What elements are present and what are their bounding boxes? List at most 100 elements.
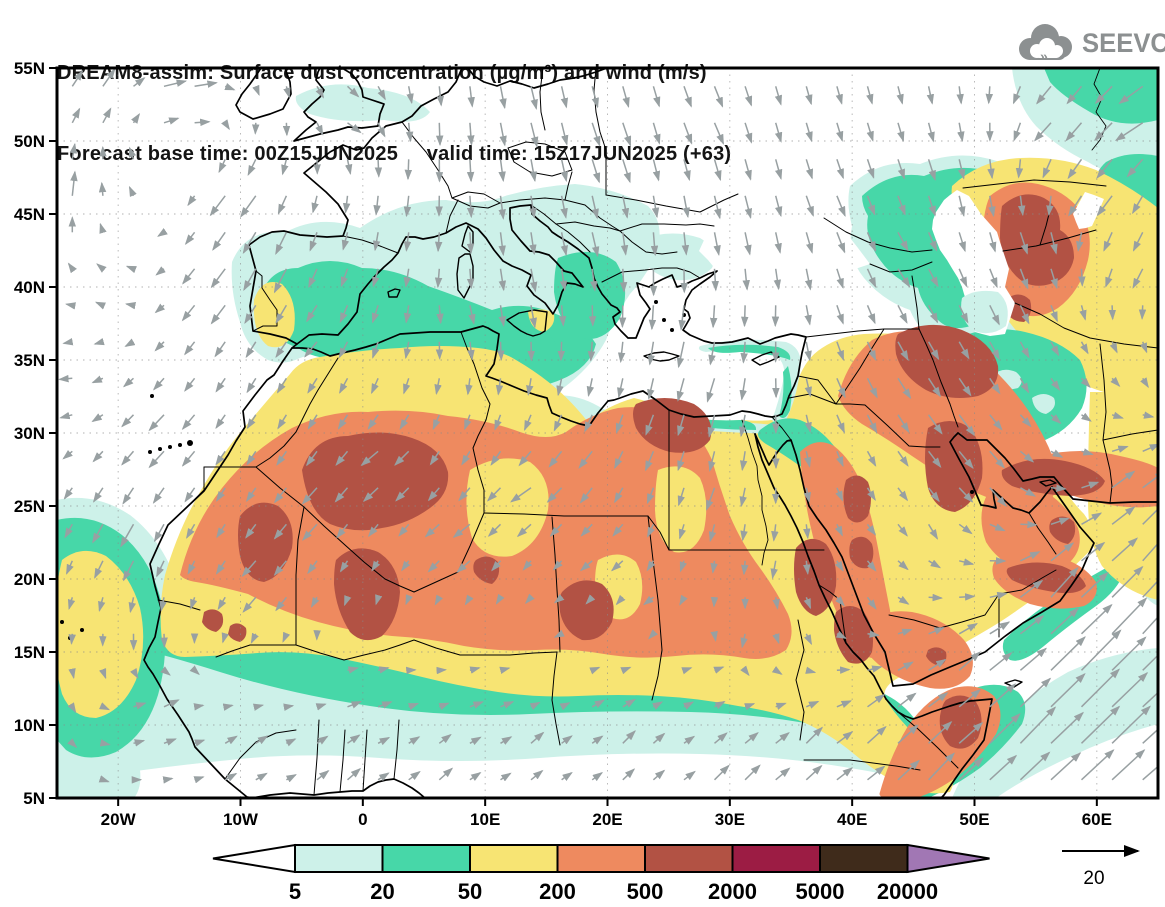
wind-vector bbox=[804, 451, 812, 468]
country-border bbox=[362, 729, 368, 792]
wind-vector bbox=[927, 231, 938, 252]
country-border bbox=[313, 719, 320, 796]
wind-vector bbox=[578, 450, 593, 469]
wind-vector bbox=[190, 597, 198, 610]
wind-vector bbox=[560, 159, 569, 183]
wind-vector bbox=[499, 666, 511, 674]
wind-vector bbox=[927, 195, 936, 217]
wind-vector bbox=[803, 524, 811, 540]
y-tick-label: 5N bbox=[23, 789, 45, 808]
wind-vector bbox=[1142, 615, 1158, 635]
wind-vector bbox=[580, 523, 593, 537]
wind-vector bbox=[1080, 341, 1089, 355]
wind-vector bbox=[1050, 636, 1086, 671]
country-border bbox=[1014, 302, 1158, 349]
country-border bbox=[342, 235, 399, 254]
country-border bbox=[795, 619, 805, 741]
wind-vector bbox=[805, 232, 814, 254]
colorbar-segment bbox=[294, 844, 384, 873]
wind-vector bbox=[1142, 411, 1155, 419]
wind-vector bbox=[546, 487, 563, 503]
wind-vector bbox=[154, 303, 166, 314]
wind-vector bbox=[210, 268, 226, 289]
wind-vector bbox=[315, 703, 327, 711]
wind-vector bbox=[1142, 654, 1158, 671]
wind-vector bbox=[1132, 195, 1144, 215]
wind-vector bbox=[224, 735, 238, 745]
wind-vector bbox=[67, 262, 77, 274]
wind-vector bbox=[275, 304, 288, 324]
map-frame-group: 20W 10W 0 10E 20E 30E 40E 50E 60E 55N 50N 45N 40N 35N… bbox=[14, 59, 1160, 829]
wind-vector bbox=[215, 560, 226, 575]
small-island-dot bbox=[80, 628, 84, 632]
wind-vector bbox=[120, 523, 135, 548]
wind-vector bbox=[774, 86, 783, 106]
wind-vector bbox=[68, 633, 76, 645]
wind-vector bbox=[221, 119, 230, 131]
wind-vector bbox=[740, 665, 750, 677]
colorbar-segment bbox=[644, 844, 734, 873]
wind-vector bbox=[469, 771, 482, 781]
wind-vector bbox=[371, 305, 380, 324]
wind-vector bbox=[1139, 341, 1148, 354]
wind-vector bbox=[1096, 195, 1113, 217]
dust-region-senegal-brick-a bbox=[202, 609, 224, 632]
wind-vector bbox=[710, 630, 718, 642]
dust-region-senegal-brick-b bbox=[228, 623, 247, 642]
wind-vector bbox=[652, 159, 661, 182]
wind-vector bbox=[739, 378, 747, 401]
colorbar-segment bbox=[731, 844, 821, 873]
wind-vector bbox=[866, 596, 877, 610]
wind-vector bbox=[591, 159, 601, 184]
wind-vector bbox=[67, 702, 77, 714]
wind-vector bbox=[714, 732, 728, 744]
small-island-dot bbox=[158, 447, 162, 451]
wind-vector bbox=[336, 523, 349, 539]
wind-vector bbox=[958, 377, 972, 397]
x-tick-label: 50E bbox=[959, 810, 989, 829]
wind-vector bbox=[989, 414, 1003, 431]
wind-vector bbox=[1019, 377, 1030, 394]
dust-region-chad-brick bbox=[559, 580, 614, 641]
colorbar-segment bbox=[469, 844, 559, 873]
wind-vector bbox=[679, 560, 687, 573]
wind-vector bbox=[181, 414, 196, 430]
wind-vector bbox=[1126, 158, 1144, 178]
wind-vector bbox=[897, 759, 921, 781]
wind-vector bbox=[1050, 517, 1070, 526]
wind-vector bbox=[306, 450, 318, 467]
wind-vector bbox=[866, 195, 876, 216]
wind-vector bbox=[835, 487, 844, 502]
wind-vector bbox=[276, 450, 288, 466]
wind-vector bbox=[403, 268, 412, 288]
island bbox=[387, 288, 401, 298]
wind-vector bbox=[1012, 86, 1022, 105]
country-border bbox=[255, 466, 415, 593]
wind-vector bbox=[163, 117, 180, 125]
wind-vector bbox=[464, 414, 472, 431]
wind-vector bbox=[522, 560, 533, 571]
wind-vector bbox=[1142, 579, 1158, 598]
wind-vector bbox=[255, 735, 269, 745]
country-border bbox=[295, 639, 558, 661]
wind-vector bbox=[1080, 571, 1109, 598]
country-border bbox=[869, 261, 933, 273]
dust-region-benghazi-brick bbox=[633, 398, 712, 453]
wind-vector bbox=[163, 699, 180, 708]
wind-vector bbox=[469, 666, 481, 674]
wind-vector bbox=[805, 86, 813, 106]
wind-vector bbox=[866, 232, 877, 252]
wind-vector bbox=[394, 450, 410, 466]
wind-vector bbox=[989, 523, 1006, 532]
wind-vector bbox=[897, 122, 905, 143]
wind-vector bbox=[403, 341, 412, 360]
wind-vector bbox=[561, 771, 573, 782]
wind-vector bbox=[495, 593, 505, 605]
wind-vector bbox=[1050, 566, 1079, 598]
wind-vector bbox=[866, 341, 877, 361]
wind-vector bbox=[958, 450, 974, 470]
country-border bbox=[551, 651, 561, 746]
wind-vector bbox=[275, 596, 287, 612]
wind-vector bbox=[1019, 450, 1035, 463]
wind-vector bbox=[438, 733, 452, 744]
